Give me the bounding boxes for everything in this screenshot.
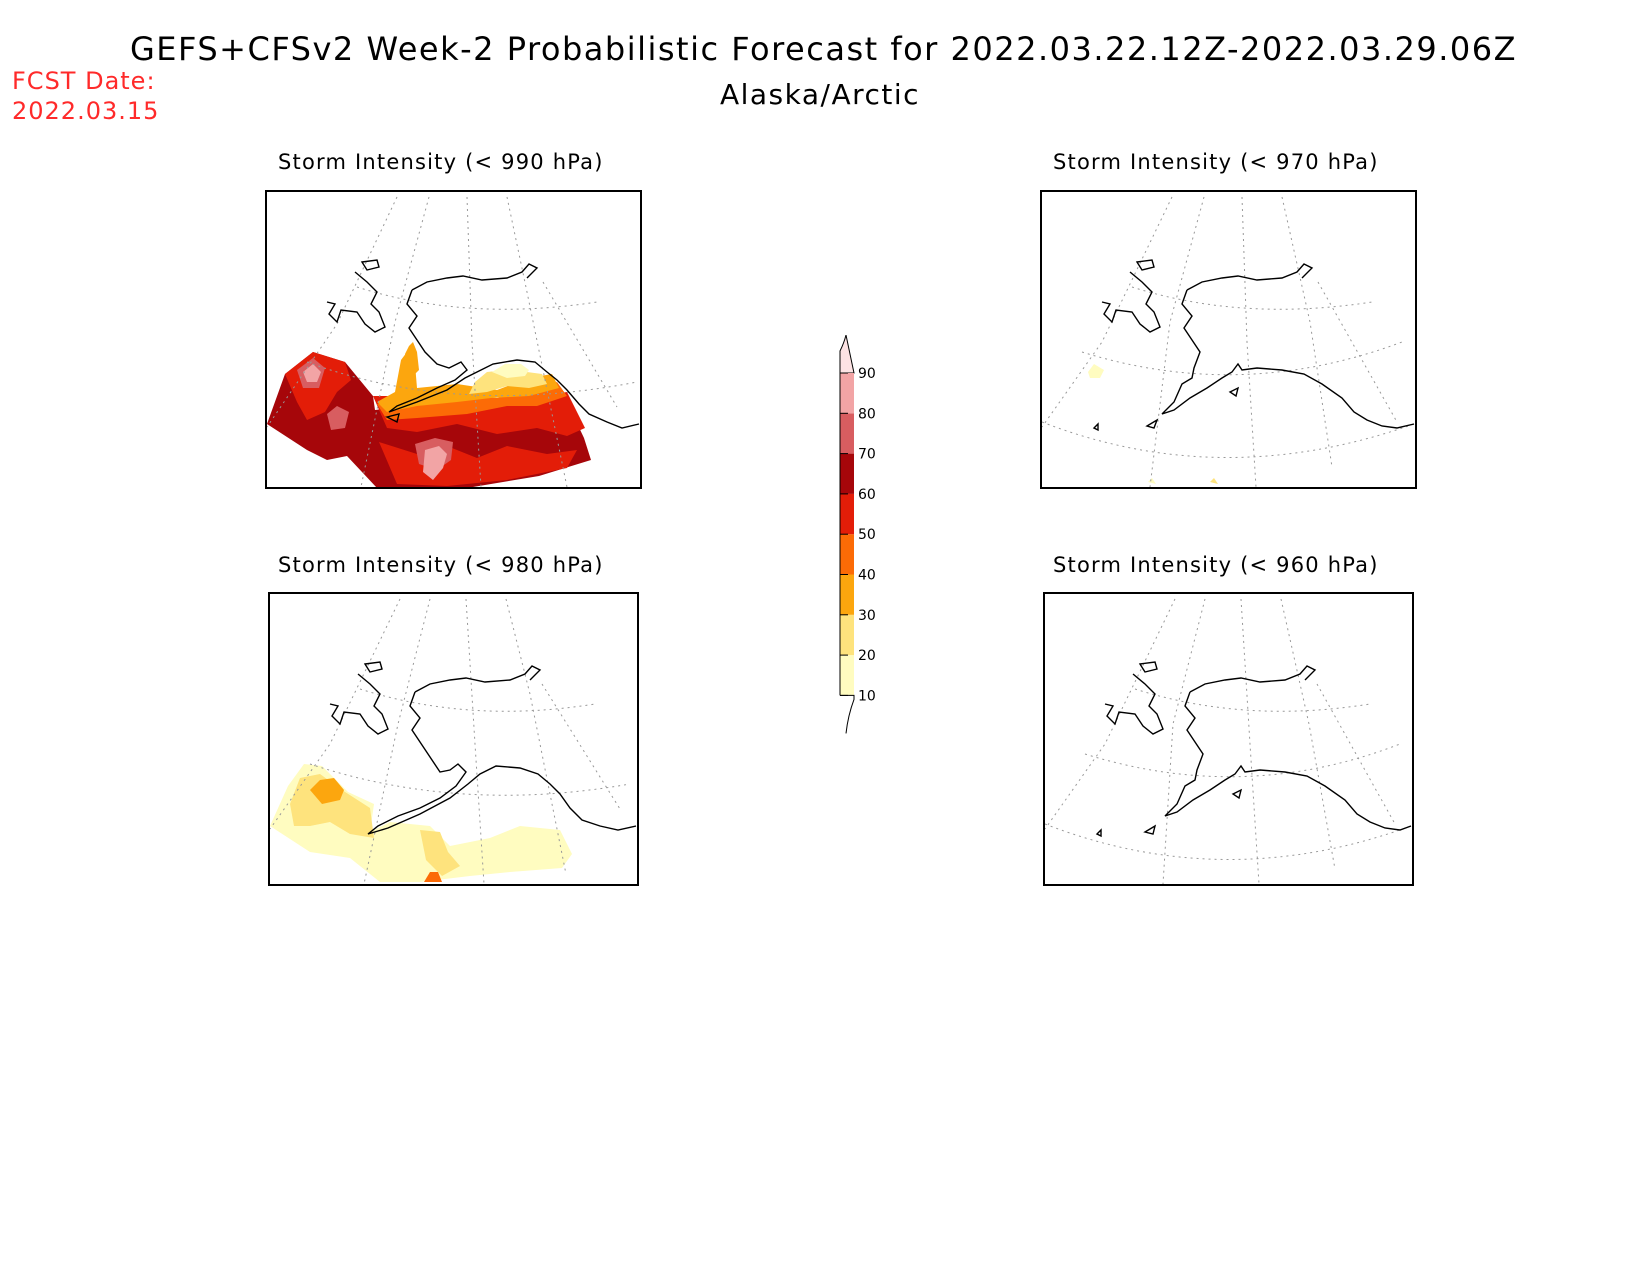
map-960 bbox=[1045, 598, 1412, 884]
legend-band bbox=[840, 614, 854, 656]
legend-band bbox=[840, 655, 854, 696]
coastline bbox=[326, 259, 640, 429]
legend-bar: 10 20 30 40 50 60 70 80 90 bbox=[839, 334, 876, 734]
legend-cap-above bbox=[839, 334, 855, 374]
legend-band bbox=[840, 493, 854, 535]
main-title: GEFS+CFSv2 Week-2 Probabilistic Forecast… bbox=[130, 30, 1518, 68]
probability-field-970 bbox=[1088, 364, 1218, 484]
shade-30-40 bbox=[310, 778, 344, 804]
forecast-date-block: FCST Date: 2022.03.15 bbox=[12, 66, 159, 126]
legend-label: 80 bbox=[858, 406, 876, 422]
graticule bbox=[270, 598, 631, 884]
shade-40-50 bbox=[424, 872, 442, 882]
legend-band bbox=[840, 413, 854, 454]
probability-field-980 bbox=[270, 764, 572, 882]
legend-band bbox=[840, 574, 854, 615]
panel-title-960: Storm Intensity (< 960 hPa) bbox=[1053, 553, 1379, 577]
coastline bbox=[1095, 661, 1412, 838]
panel-title-970: Storm Intensity (< 970 hPa) bbox=[1053, 150, 1379, 174]
shade-30-40 bbox=[405, 342, 419, 376]
shade-20-30 bbox=[420, 830, 460, 876]
legend-band bbox=[840, 453, 854, 494]
shade-80-90 bbox=[303, 364, 321, 382]
map-panel-960 bbox=[1043, 592, 1414, 886]
graticule bbox=[267, 196, 638, 487]
map-panel-980 bbox=[268, 592, 639, 886]
panel-title-990: Storm Intensity (< 990 hPa) bbox=[278, 150, 604, 174]
forecast-date-label: FCST Date: bbox=[12, 67, 156, 95]
shade-30-40 bbox=[377, 352, 559, 412]
legend-label: 50 bbox=[858, 527, 876, 543]
shade-20-30 bbox=[469, 370, 547, 394]
shade-10-20 bbox=[1088, 364, 1104, 378]
legend-label: 40 bbox=[858, 568, 876, 584]
legend-label: 10 bbox=[858, 688, 876, 704]
probability-field-990 bbox=[267, 342, 591, 487]
map-990 bbox=[267, 196, 640, 487]
legend-label: 60 bbox=[858, 487, 876, 503]
shade-10-20 bbox=[492, 364, 529, 378]
legend-band bbox=[840, 534, 854, 575]
panel-title-980: Storm Intensity (< 980 hPa) bbox=[278, 553, 604, 577]
graticule bbox=[1045, 598, 1412, 884]
map-panel-990 bbox=[265, 190, 642, 489]
shade-10-20 bbox=[1148, 478, 1156, 484]
legend-label: 30 bbox=[858, 608, 876, 624]
coastline bbox=[329, 661, 637, 835]
forecast-date-value: 2022.03.15 bbox=[12, 97, 160, 125]
map-970 bbox=[1042, 196, 1415, 487]
subtitle: Alaska/Arctic bbox=[719, 78, 921, 111]
legend-label: 90 bbox=[858, 366, 876, 382]
shade-40-50 bbox=[377, 382, 567, 420]
map-980 bbox=[270, 598, 637, 884]
shade-10-20 bbox=[1210, 478, 1218, 484]
legend-cap-below bbox=[840, 694, 855, 734]
legend-band bbox=[840, 373, 854, 414]
shade-80-90 bbox=[423, 446, 447, 480]
shade-70-80 bbox=[327, 406, 349, 430]
graticule bbox=[1042, 196, 1415, 487]
map-panel-970 bbox=[1040, 190, 1417, 489]
legend-label: 70 bbox=[858, 447, 876, 463]
color-legend: 10 20 30 40 50 60 70 80 90 bbox=[820, 334, 900, 740]
coastline bbox=[1092, 259, 1415, 432]
legend-label: 20 bbox=[858, 648, 876, 664]
